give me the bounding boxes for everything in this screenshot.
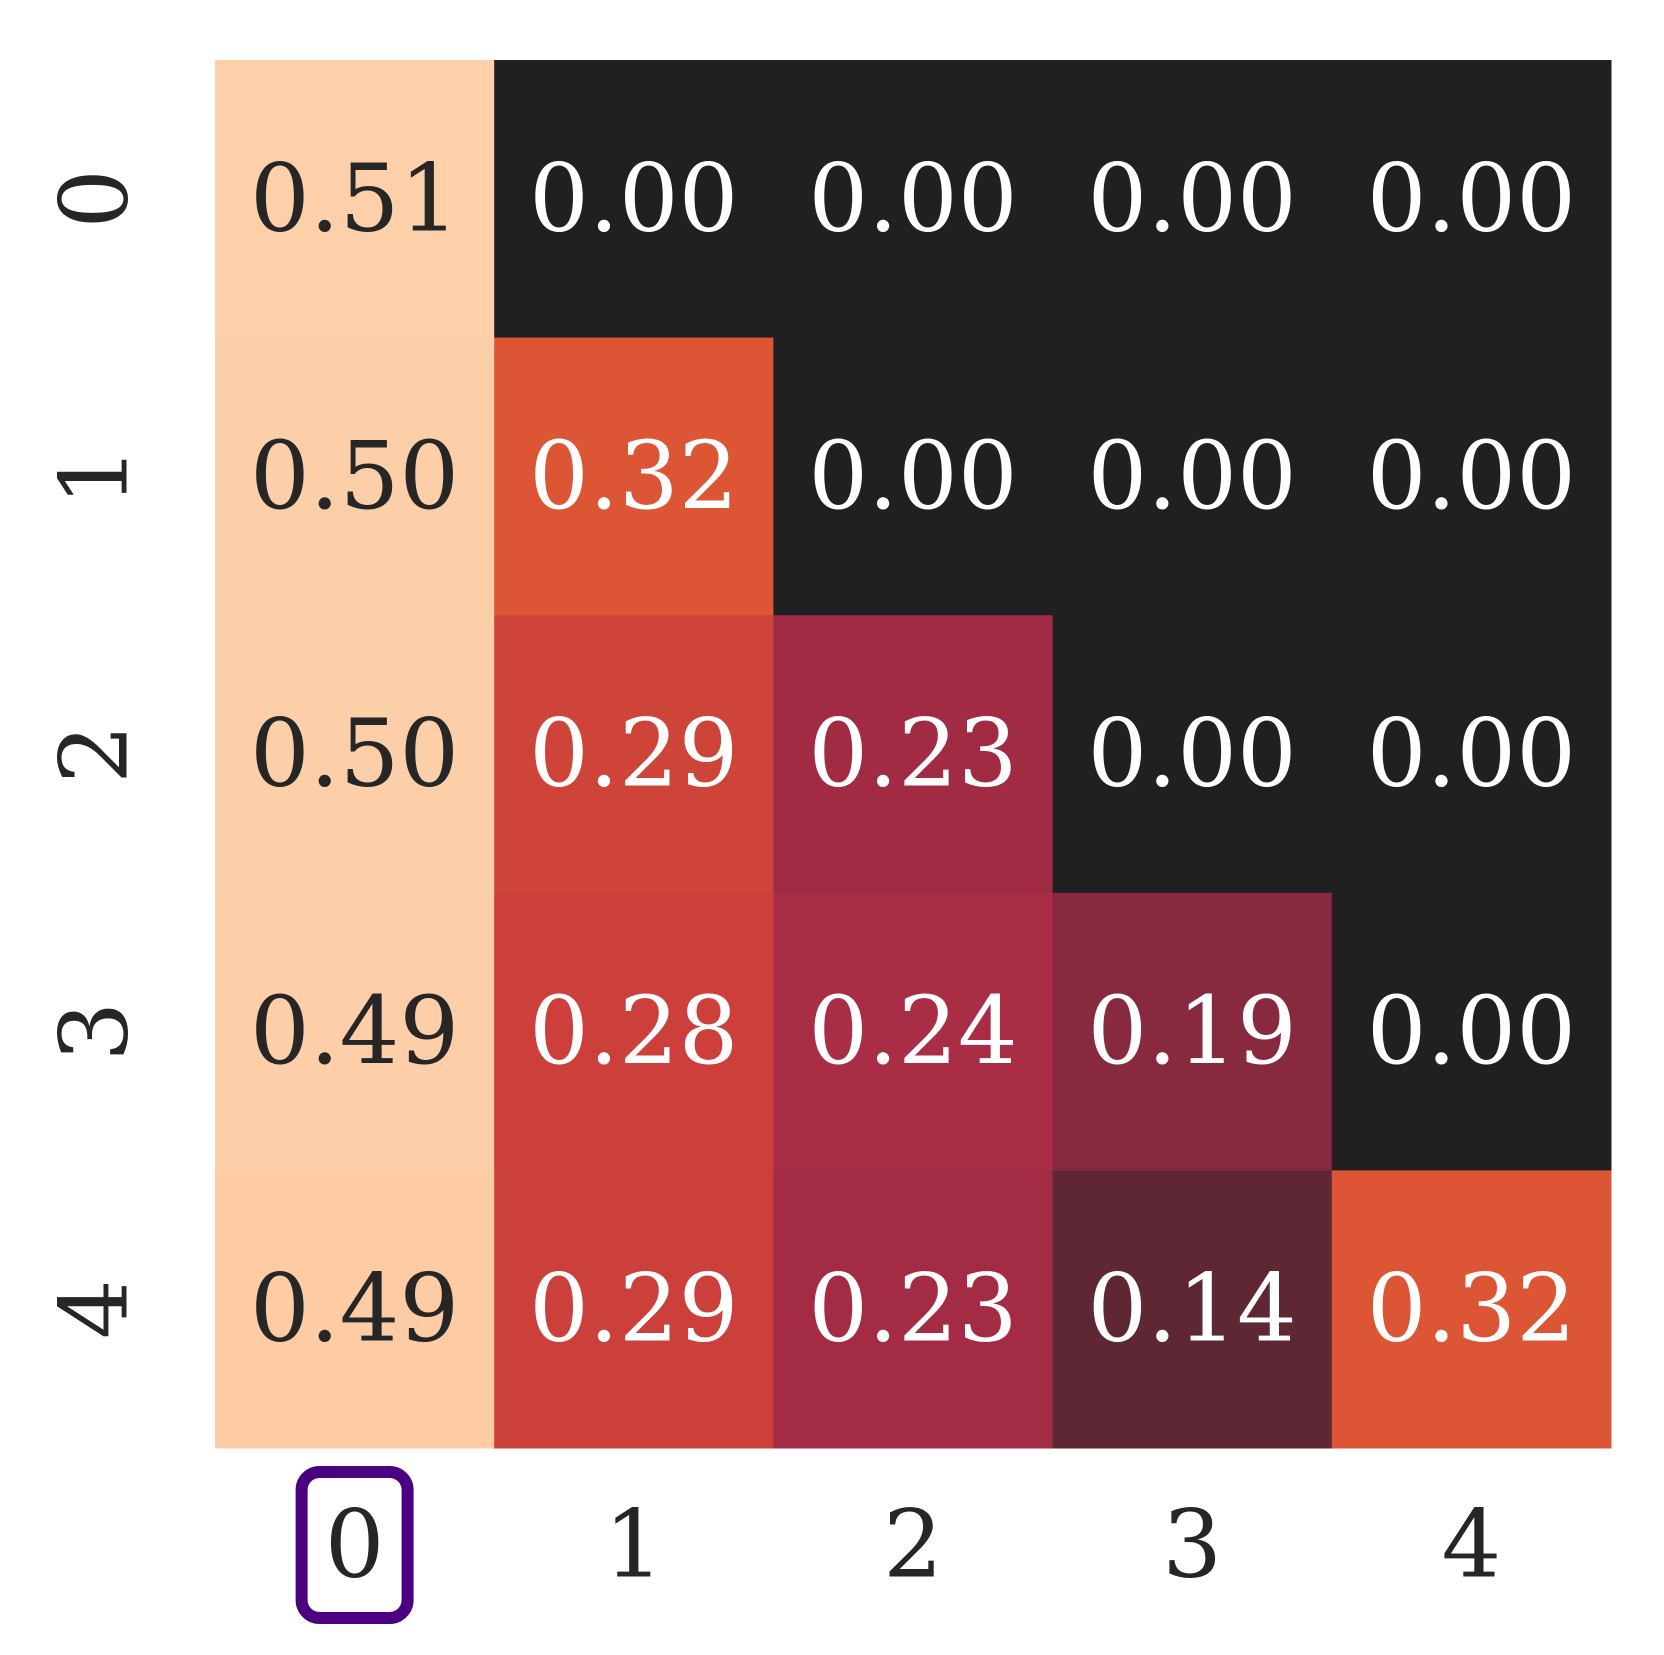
heatmap-cell-r0-c3 xyxy=(1052,60,1333,339)
heatmap-value-label-r0-c1: 0.00 xyxy=(529,144,738,253)
heatmap-cell-r2-c1 xyxy=(494,615,774,894)
heatmap-cell-r2-c2 xyxy=(773,615,1054,894)
heatmap-cell-r2-c0 xyxy=(215,615,495,894)
y-tick-label-0: 0 xyxy=(41,169,150,229)
heatmap-cell-r3-c3 xyxy=(1052,892,1333,1171)
heatmap-value-label-r1-c0: 0.50 xyxy=(250,422,459,531)
heatmap-cell-r0-c0 xyxy=(215,60,495,339)
heatmap-value-label-r3-c4: 0.00 xyxy=(1367,977,1576,1086)
heatmap-cell-r4-c0 xyxy=(215,1170,495,1449)
y-tick-label-2: 2 xyxy=(41,724,150,784)
x-tick-label-1: 1 xyxy=(604,1491,664,1600)
x-axis-tick-labels: 0 1 2 3 4 xyxy=(295,1466,1501,1624)
heatmap-value-label-r3-c2: 0.24 xyxy=(808,977,1017,1086)
heatmap-value-label-r2-c2: 0.23 xyxy=(808,700,1017,809)
x-tick-label-4: 4 xyxy=(1441,1491,1501,1600)
heatmap-value-label-r1-c4: 0.00 xyxy=(1367,422,1576,531)
x-tick-label-3: 3 xyxy=(1162,1491,1222,1600)
heatmap-value-label-r2-c4: 0.00 xyxy=(1367,700,1576,809)
y-tick-label-4: 4 xyxy=(41,1279,150,1339)
heatmap-value-label-r4-c2: 0.23 xyxy=(808,1255,1017,1364)
heatmap-value-label-r4-c1: 0.29 xyxy=(529,1255,738,1364)
heatmap-value-label-r0-c3: 0.00 xyxy=(1088,144,1297,253)
heatmap-value-label-r2-c3: 0.00 xyxy=(1088,700,1297,809)
heatmap-cell-r3-c0 xyxy=(215,892,495,1171)
heatmap-value-label-r2-c0: 0.50 xyxy=(250,700,459,809)
heatmap-value-label-r3-c3: 0.19 xyxy=(1088,977,1297,1086)
heatmap-value-label-r4-c0: 0.49 xyxy=(250,1255,459,1364)
heatmap-cell-r4-c3 xyxy=(1052,1170,1333,1449)
heatmap-value-label-r3-c1: 0.28 xyxy=(529,977,738,1086)
heatmap-value-label-r2-c1: 0.29 xyxy=(529,700,738,809)
heatmap-cell-r2-c4 xyxy=(1331,615,1612,894)
y-tick-label-3: 3 xyxy=(41,1002,150,1062)
heatmap-cell-r3-c2 xyxy=(773,892,1054,1171)
heatmap-cells xyxy=(215,60,1612,1449)
heatmap-value-label-r4-c4: 0.32 xyxy=(1367,1255,1576,1364)
heatmap-cell-r1-c3 xyxy=(1052,337,1333,616)
heatmap-cell-r1-c2 xyxy=(773,337,1054,616)
heatmap-cell-r0-c4 xyxy=(1331,60,1612,339)
heatmap-cell-r2-c3 xyxy=(1052,615,1333,894)
x-tick-label-0: 0 xyxy=(325,1491,385,1600)
heatmap-cell-r4-c1 xyxy=(494,1170,774,1449)
heatmap-value-label-r0-c0: 0.51 xyxy=(250,144,459,253)
heatmap-value-label-r1-c1: 0.32 xyxy=(529,422,738,531)
heatmap-cell-r3-c1 xyxy=(494,892,774,1171)
heatmap-value-label-r1-c3: 0.00 xyxy=(1088,422,1297,531)
heatmap-cell-r4-c4 xyxy=(1331,1170,1612,1449)
heatmap-value-label-r0-c2: 0.00 xyxy=(808,144,1017,253)
heatmap-value-label-r3-c0: 0.49 xyxy=(250,977,459,1086)
y-tick-label-1: 1 xyxy=(41,446,150,506)
heatmap-value-label-r0-c4: 0.00 xyxy=(1367,144,1576,253)
x-tick-highlight-box xyxy=(295,1466,414,1624)
heatmap-cell-r3-c4 xyxy=(1331,892,1612,1171)
heatmap-cell-r1-c1 xyxy=(494,337,774,616)
heatmap-value-label-r1-c2: 0.00 xyxy=(808,422,1017,531)
heatmap-cell-r0-c2 xyxy=(773,60,1054,339)
heatmap-cell-r0-c1 xyxy=(494,60,774,339)
x-tick-label-2: 2 xyxy=(883,1491,943,1600)
heatmap-cell-r1-c4 xyxy=(1331,337,1612,616)
heatmap-cell-r1-c0 xyxy=(215,337,495,616)
heatmap-value-label-r4-c3: 0.14 xyxy=(1088,1255,1297,1364)
heatmap-cell-r4-c2 xyxy=(773,1170,1054,1449)
heatmap-value-labels: 0.51 0.00 0.00 0.00 0.00 0.50 0.32 0.00 0.00 0.00… xyxy=(250,144,1576,1363)
y-axis-tick-labels: 0 1 2 3 4 xyxy=(41,169,150,1339)
